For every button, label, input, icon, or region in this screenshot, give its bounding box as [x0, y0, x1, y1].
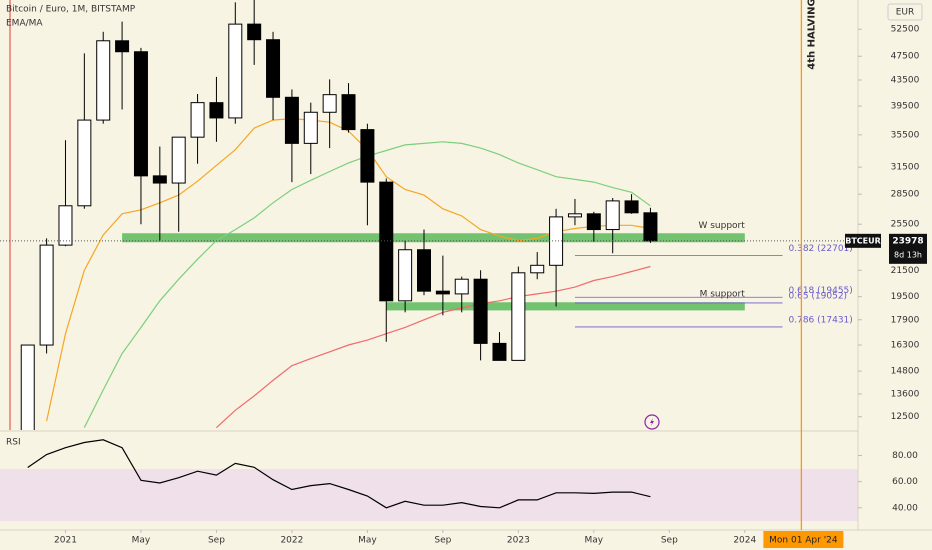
y-tick-label: 47500 — [891, 52, 920, 62]
y-tick-label: 12500 — [891, 412, 920, 422]
candle-body — [473, 278, 488, 344]
symbol-box — [845, 233, 881, 248]
candle-body — [39, 244, 54, 346]
support-zone — [122, 233, 745, 243]
fib-label: 0.382 (22701) — [789, 244, 853, 254]
indicator-label: EMA/MA — [6, 19, 43, 29]
x-tick-label: 2023 — [507, 536, 530, 546]
candle-body — [643, 212, 658, 242]
candle-body — [115, 40, 130, 53]
y-tick-label: 25500 — [891, 220, 920, 230]
candle-body — [171, 136, 186, 184]
currency: EUR — [896, 8, 915, 18]
candle-body — [360, 129, 375, 183]
y-tick-label: 19500 — [891, 292, 920, 302]
x-tick-label: May — [358, 536, 377, 546]
x-tick-label: Sep — [434, 536, 451, 546]
rsi-band — [0, 469, 858, 521]
price-box — [889, 233, 927, 264]
title: Bitcoin / Euro, 1M, BITSTAMP — [6, 5, 136, 15]
candle-body — [247, 23, 262, 41]
y-tick-label: 80.00 — [892, 451, 918, 461]
y-tick-label: 17900 — [891, 315, 920, 325]
fib-label: 0.65 (19052) — [789, 291, 848, 301]
candle-body — [322, 94, 337, 113]
indicator-line — [215, 265, 651, 429]
y-tick-label: 60.00 — [892, 477, 918, 487]
y-tick-label: 39500 — [891, 102, 920, 112]
candle-body — [624, 200, 639, 214]
last-price: 23978 — [892, 236, 923, 246]
rsi-label: RSI — [6, 438, 21, 448]
halving-date: Mon 01 Apr '24 — [769, 536, 838, 546]
candle-body — [58, 205, 73, 246]
x-tick-label: Sep — [661, 536, 678, 546]
candle-body — [284, 96, 299, 144]
candle-body — [96, 40, 111, 121]
y-tick-label: 28500 — [891, 190, 920, 200]
candle-body — [303, 111, 318, 144]
y-tick-label: 16300 — [891, 341, 920, 351]
y-tick-label: 43500 — [891, 75, 920, 85]
candle-body — [511, 272, 526, 361]
alert-icon[interactable] — [644, 414, 660, 430]
y-tick-label: 13600 — [891, 389, 920, 399]
candle-body — [77, 119, 92, 207]
candle-body — [190, 102, 205, 138]
y-tick-label: 31500 — [891, 163, 920, 173]
support-zone — [386, 302, 745, 311]
candle-body — [341, 94, 356, 131]
candle-body — [228, 23, 243, 119]
x-tick-label: Sep — [208, 536, 225, 546]
candle-body — [133, 51, 148, 177]
candle-body — [398, 249, 413, 302]
x-tick-label: May — [585, 536, 604, 546]
y-tick-label: 14800 — [891, 367, 920, 377]
halving-date-box — [763, 531, 844, 548]
halving-label: 4th HALVING — [806, 0, 817, 70]
candle-body — [435, 290, 450, 295]
y-tick-label: 52500 — [891, 25, 920, 35]
candle-body — [152, 175, 167, 184]
y-tick-label: 35500 — [891, 130, 920, 140]
candle-body — [209, 102, 224, 119]
indicator-line — [27, 439, 651, 509]
candle-body — [586, 213, 601, 231]
candle-body — [20, 344, 35, 430]
fib-label: 0.786 (17431) — [789, 315, 853, 325]
candle-body — [379, 181, 394, 302]
x-tick-label: 2022 — [280, 536, 303, 546]
countdown: 8d 13h — [894, 250, 922, 259]
candle-body — [266, 39, 281, 98]
x-tick-label: 2021 — [54, 536, 77, 546]
currency-box[interactable] — [887, 3, 923, 21]
y-tick-label: 21500 — [891, 266, 920, 276]
candle-body — [549, 216, 564, 266]
y-tick-label: 40.00 — [892, 503, 918, 513]
candle-body — [492, 342, 507, 361]
candle-body — [567, 213, 582, 218]
zone-label: M support — [700, 290, 746, 300]
candle-body — [454, 278, 469, 295]
candle-body — [605, 200, 620, 231]
candle-body — [417, 249, 431, 292]
x-tick-label: 2024 — [733, 536, 756, 546]
symbol-label: BTCEUR — [845, 236, 881, 245]
x-tick-label: May — [132, 536, 151, 546]
zone-label: W support — [698, 221, 745, 231]
candle-body — [530, 264, 545, 274]
main-pane — [20, 0, 783, 430]
fib-label: 0.618 (19455) — [789, 286, 853, 296]
